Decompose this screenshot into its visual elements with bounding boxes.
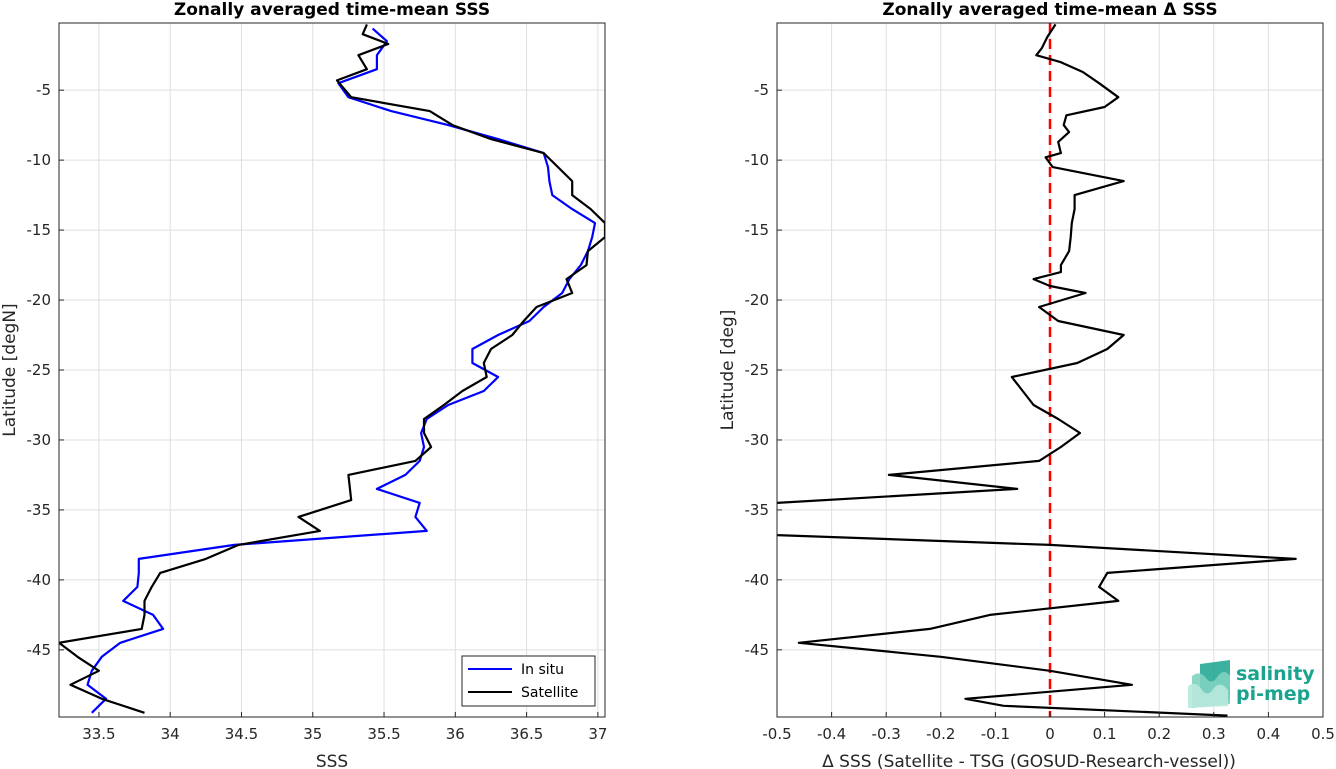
delta-sss-x-tick-label: -0.5 [762, 725, 791, 743]
sss-x-tick-label: 36.5 [510, 725, 543, 743]
sss-x-tick-label: 34 [161, 725, 180, 743]
sss-y-tick-label: -25 [27, 361, 52, 379]
sss-x-tick-label: 35.5 [367, 725, 400, 743]
delta-sss-series-group [777, 23, 1297, 717]
sss-series-line-satellite [59, 23, 605, 714]
delta-sss-y-tick-label: -25 [745, 361, 770, 379]
sss-y-tick-label: -10 [27, 151, 52, 169]
delta-sss-y-tick-label: -5 [754, 81, 769, 99]
delta-sss-x-tick-label: 0.5 [1311, 725, 1335, 743]
delta-sss-x-tick-label: 0.4 [1256, 725, 1280, 743]
delta-sss-y-tick-label: -40 [745, 571, 770, 589]
delta-sss-x-tick-label: -0.3 [872, 725, 901, 743]
delta-sss-chart-title: Zonally averaged time-mean Δ SSS [882, 0, 1217, 20]
delta-sss-x-tick-label: 0.1 [1093, 725, 1117, 743]
delta-sss-x-tick-label: -0.2 [926, 725, 955, 743]
sss-y-axis-label: Latitude [degN] [0, 303, 20, 436]
sss-y-tick-label: -35 [27, 501, 52, 519]
sss-ticks: 33.5 34 34.5 35 35.5 36 36.5 37 -5 -10 -15 -20 -25 -3… [27, 81, 608, 743]
logo-text-salinity: salinity [1236, 663, 1315, 685]
delta-sss-x-tick-label: 0.3 [1202, 725, 1226, 743]
delta-sss-y-axis-label: Latitude [deg] [718, 310, 738, 431]
sss-y-tick-label: -45 [27, 641, 52, 659]
legend-box [461, 655, 596, 707]
salinity-pi-mep-logo: salinity pi-mep [1188, 660, 1315, 708]
legend: In situ Satellite [461, 655, 596, 707]
sss-y-tick-label: -15 [27, 221, 52, 239]
delta-sss-y-tick-label: -30 [745, 431, 770, 449]
delta-sss-x-tick-label: -0.4 [817, 725, 846, 743]
sss-x-axis-label: SSS [316, 752, 348, 769]
sss-panel: Zonally averaged time-mean SSS 33.5 34 34.… [0, 0, 607, 769]
delta-sss-y-tick-label: -10 [745, 151, 770, 169]
sss-x-tick-label: 33.5 [82, 725, 115, 743]
delta-sss-ticks: -0.5 -0.4 -0.3 -0.2 -0.1 0 0.1 0.2 0.3 0.4 0.5 -5 -1… [745, 81, 1335, 743]
delta-sss-y-tick-label: -15 [745, 221, 770, 239]
sss-x-tick-label: 37 [588, 725, 607, 743]
sss-y-tick-label: -40 [27, 571, 52, 589]
delta-sss-x-tick-label: 0.2 [1147, 725, 1171, 743]
sss-x-tick-label: 34.5 [225, 725, 258, 743]
legend-label-satellite: Satellite [521, 685, 578, 701]
sss-x-tick-label: 35 [303, 725, 322, 743]
sss-chart-title: Zonally averaged time-mean SSS [174, 0, 490, 20]
sss-grid [59, 23, 605, 717]
delta-sss-x-axis-label: Δ SSS (Satellite - TSG (GOSUD-Research-v… [822, 752, 1236, 769]
delta-sss-x-tick-label: -0.1 [981, 725, 1010, 743]
legend-label-in-situ: In situ [521, 662, 564, 678]
delta-sss-y-tick-label: -35 [745, 501, 770, 519]
sss-series-group [59, 23, 605, 714]
delta-sss-y-tick-label: -20 [745, 291, 770, 309]
logo-text-pi-mep: pi-mep [1236, 683, 1310, 705]
delta-sss-series-line-delta [777, 23, 1297, 717]
wave-surface-icon [1188, 660, 1230, 708]
sss-x-tick-label: 36 [446, 725, 465, 743]
sss-y-tick-label: -20 [27, 291, 52, 309]
delta-sss-x-tick-label: 0 [1045, 725, 1055, 743]
delta-sss-y-tick-label: -45 [745, 641, 770, 659]
sss-y-tick-label: -5 [36, 81, 51, 99]
delta-sss-panel: Zonally averaged time-mean Δ SSS -0.5 -0.… [718, 0, 1335, 769]
sss-y-tick-label: -30 [27, 431, 52, 449]
